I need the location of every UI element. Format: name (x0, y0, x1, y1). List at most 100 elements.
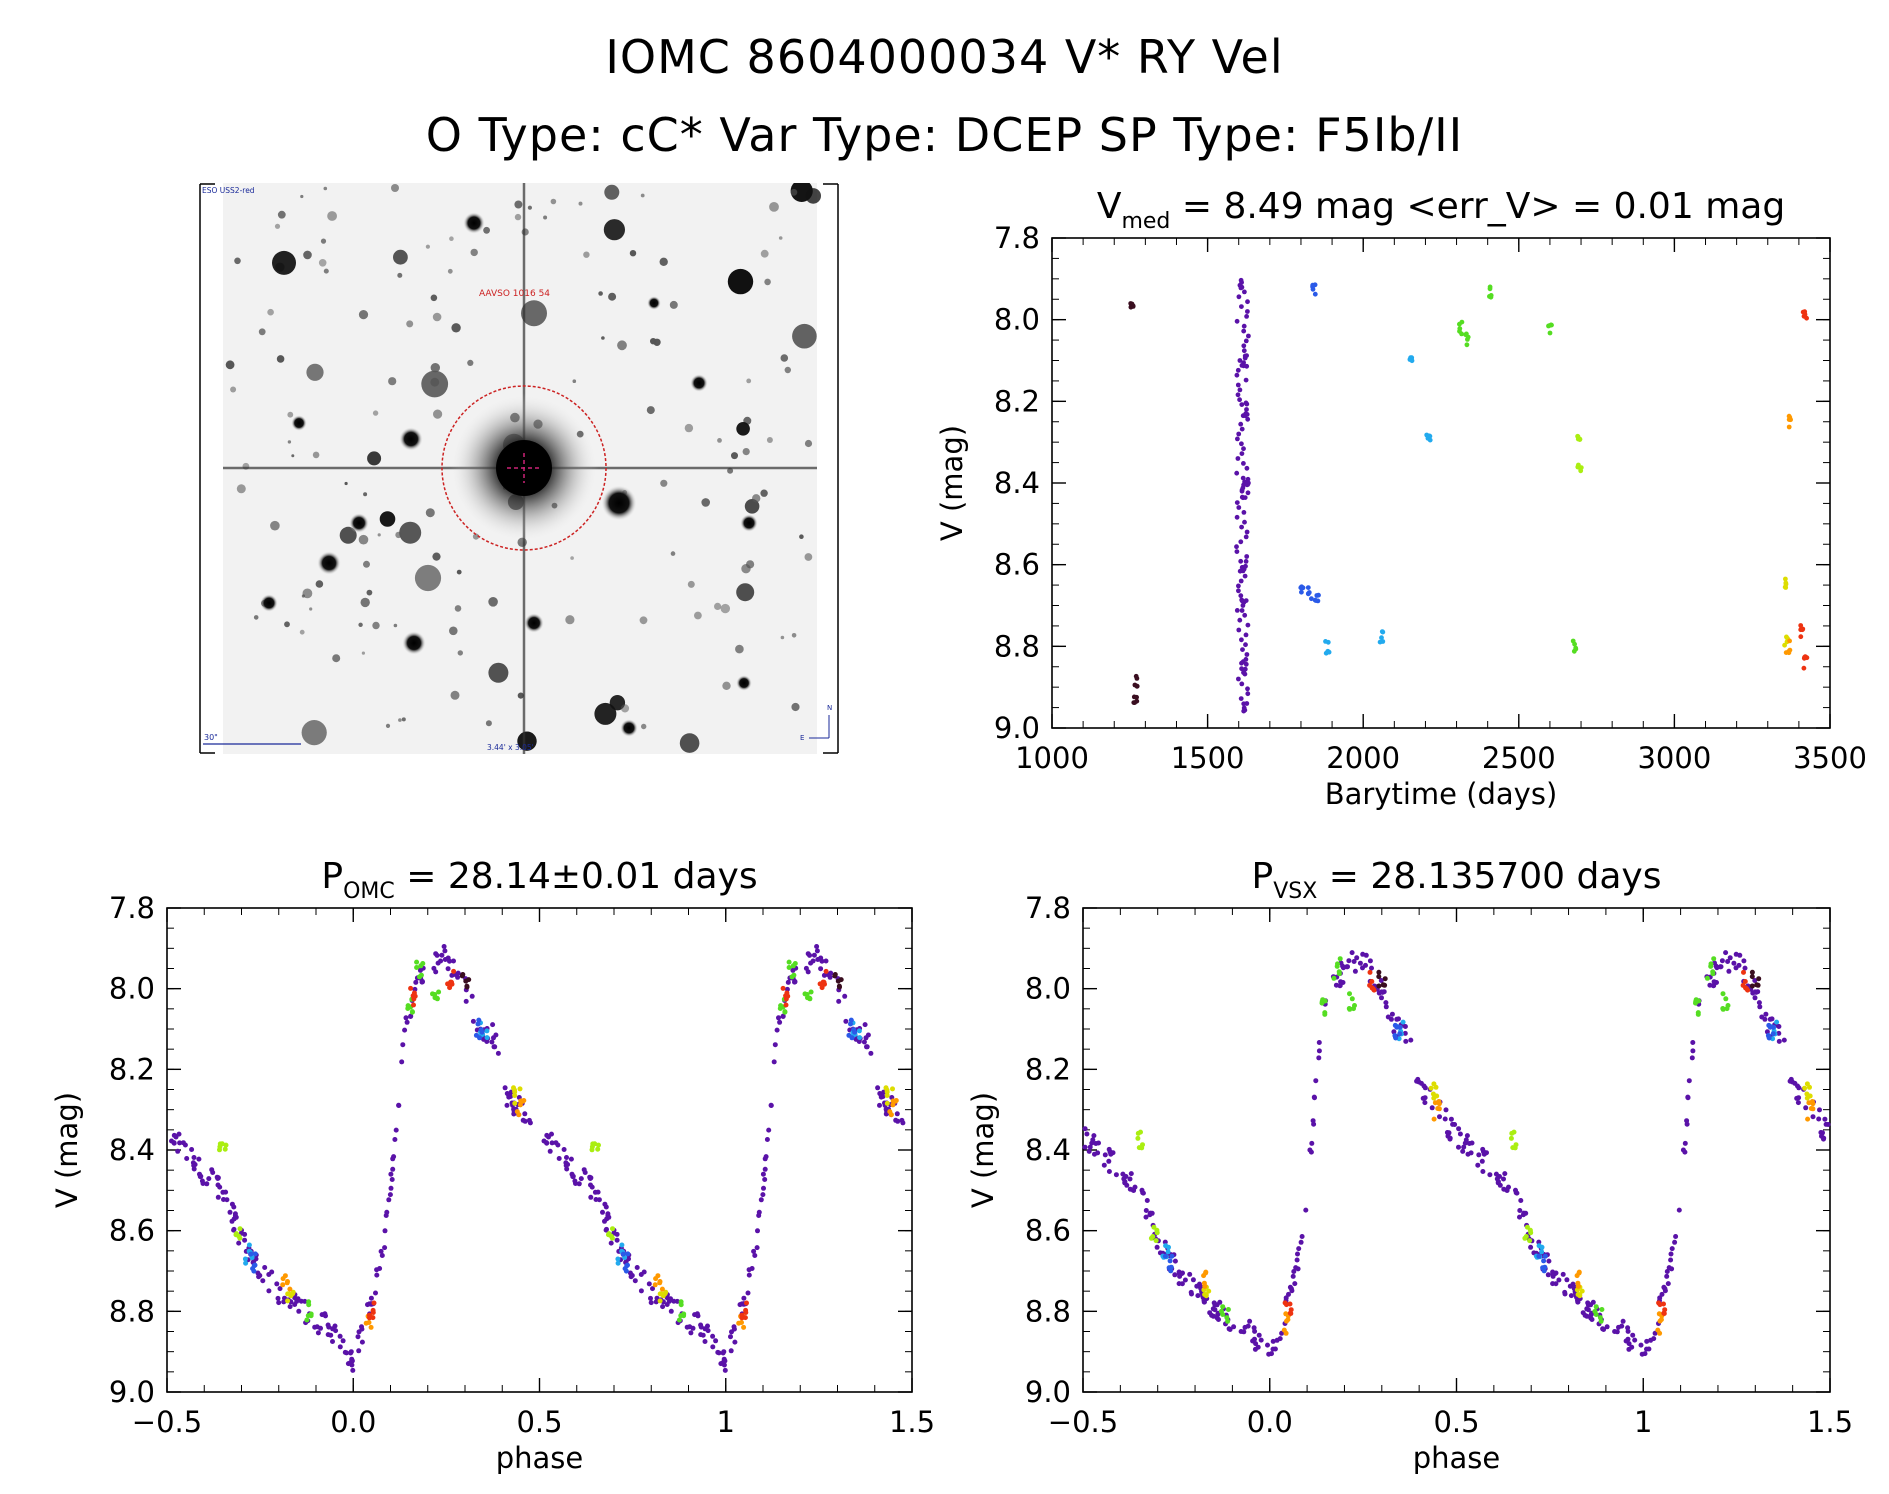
sky-star (267, 308, 274, 316)
sky-star (306, 363, 324, 381)
sky-star (780, 635, 785, 640)
sky-star (379, 511, 396, 527)
data-point (720, 1350, 726, 1356)
data-point (359, 1339, 365, 1345)
data-point (1737, 952, 1743, 958)
data-point (1690, 1040, 1696, 1045)
data-point (1316, 1040, 1322, 1045)
data-point (1309, 596, 1314, 602)
data-point (1782, 642, 1787, 648)
data-point (852, 1029, 858, 1035)
data-point (511, 1085, 516, 1091)
data-point (1382, 976, 1388, 982)
data-point (1448, 1116, 1454, 1122)
data-point (330, 1339, 335, 1344)
data-point (242, 1256, 248, 1262)
data-point (827, 974, 833, 980)
data-point (1546, 323, 1552, 328)
data-point (1686, 1078, 1692, 1084)
data-point (856, 1028, 862, 1034)
data-point (1774, 1019, 1780, 1025)
data-point (1517, 1208, 1523, 1213)
data-point (836, 998, 842, 1004)
data-point (1194, 1283, 1200, 1289)
data-point (1370, 986, 1376, 992)
data-point (285, 1298, 291, 1304)
y-tick-label: 7.8 (994, 221, 1040, 255)
sky-star (690, 374, 708, 392)
data-point (1139, 1145, 1145, 1151)
data-point (861, 1039, 867, 1045)
data-point (366, 1312, 372, 1318)
data-point (1695, 1010, 1701, 1016)
sky-star (620, 719, 638, 737)
data-point (1733, 965, 1739, 971)
data-point (399, 1059, 405, 1065)
sky-star (594, 702, 617, 725)
data-point (1189, 1291, 1194, 1297)
y-tick-label: 8.4 (109, 1133, 155, 1167)
data-point (1140, 1190, 1146, 1196)
data-point (191, 1163, 197, 1168)
data-point (1234, 549, 1240, 554)
data-point (1096, 1140, 1101, 1146)
data-point (445, 981, 451, 987)
data-point (657, 1280, 663, 1286)
data-point (1576, 1283, 1581, 1289)
data-point (549, 1140, 555, 1146)
data-point (1762, 1016, 1768, 1022)
sky-star (601, 485, 637, 521)
data-point (1642, 1351, 1648, 1357)
data-point (1243, 657, 1249, 662)
data-point (1239, 426, 1245, 432)
sky-star (291, 454, 295, 458)
data-point (1134, 694, 1139, 700)
data-point (447, 985, 453, 991)
data-point (1143, 1214, 1149, 1220)
data-point (359, 1326, 365, 1332)
data-point (508, 1094, 513, 1099)
sky-star (397, 272, 403, 278)
data-point (1809, 1099, 1815, 1104)
data-point (390, 1166, 396, 1172)
data-point (315, 1330, 321, 1336)
data-point (1802, 654, 1807, 660)
data-point (648, 1295, 653, 1301)
data-point (1422, 1095, 1428, 1101)
data-point (678, 1313, 684, 1319)
x-tick-label: −0.5 (132, 1405, 202, 1439)
x-tick-label: 1.5 (889, 1405, 935, 1439)
data-point (1456, 1126, 1462, 1132)
data-point (817, 981, 823, 987)
data-point (1316, 1055, 1322, 1061)
data-point (1742, 965, 1748, 971)
data-point (884, 1100, 890, 1106)
data-point (1524, 1224, 1530, 1230)
sky-star (450, 690, 460, 700)
x-tick-label: 2500 (1482, 741, 1556, 775)
data-point (469, 993, 475, 999)
data-point (1518, 1198, 1524, 1203)
sky-star (684, 423, 694, 433)
data-point (805, 969, 811, 975)
data-point (1547, 330, 1553, 336)
data-point (1509, 1130, 1515, 1136)
data-point (382, 1245, 388, 1251)
sky-star (367, 451, 382, 466)
sky-star (309, 607, 313, 611)
data-point (373, 1290, 378, 1296)
data-point (1087, 1144, 1093, 1150)
data-point (184, 1156, 190, 1161)
data-point (1816, 1116, 1822, 1122)
sky-star (488, 662, 509, 683)
data-point (1226, 1326, 1232, 1332)
data-point (1553, 1281, 1559, 1287)
data-point (1237, 397, 1242, 403)
data-point (1763, 1011, 1769, 1017)
data-point (287, 1286, 293, 1292)
data-point (614, 1231, 620, 1237)
data-point (189, 1147, 195, 1152)
data-point (715, 1349, 721, 1355)
data-point (1236, 676, 1241, 682)
data-point (1238, 593, 1244, 599)
